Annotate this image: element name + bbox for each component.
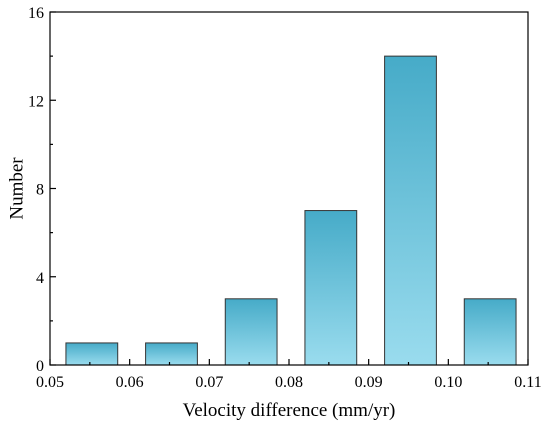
bar-4 [304, 210, 358, 366]
bars-group [65, 55, 517, 366]
bar-5 [384, 55, 437, 366]
y-tick-label: 12 [28, 93, 44, 110]
tick-labels-group: 0.05 0.06 0.07 0.08 0.09 0.10 0.11 0 4 8 12 16 [28, 5, 542, 391]
ticks-group [49, 11, 529, 366]
y-tick-label: 0 [36, 358, 44, 375]
x-axis-label: Velocity difference (mm/yr) [183, 400, 396, 421]
bar-6 [463, 298, 517, 366]
x-tick-label: 0.08 [275, 374, 303, 391]
y-tick-label: 16 [28, 5, 44, 22]
y-tick-label: 4 [36, 270, 44, 287]
x-tick-label: 0.07 [195, 374, 223, 391]
x-tick-label: 0.06 [116, 374, 144, 391]
x-tick-label: 0.09 [355, 374, 383, 391]
x-tick-label: 0.10 [434, 374, 462, 391]
y-tick-label: 8 [36, 182, 44, 199]
x-tick-label: 0.11 [514, 374, 541, 391]
y-axis-label: Number [6, 157, 27, 220]
bar-3 [224, 298, 278, 366]
plot-frame [49, 11, 529, 366]
x-tick-label: 0.05 [36, 374, 64, 391]
bar-2 [145, 342, 198, 366]
bar-1 [65, 342, 119, 366]
